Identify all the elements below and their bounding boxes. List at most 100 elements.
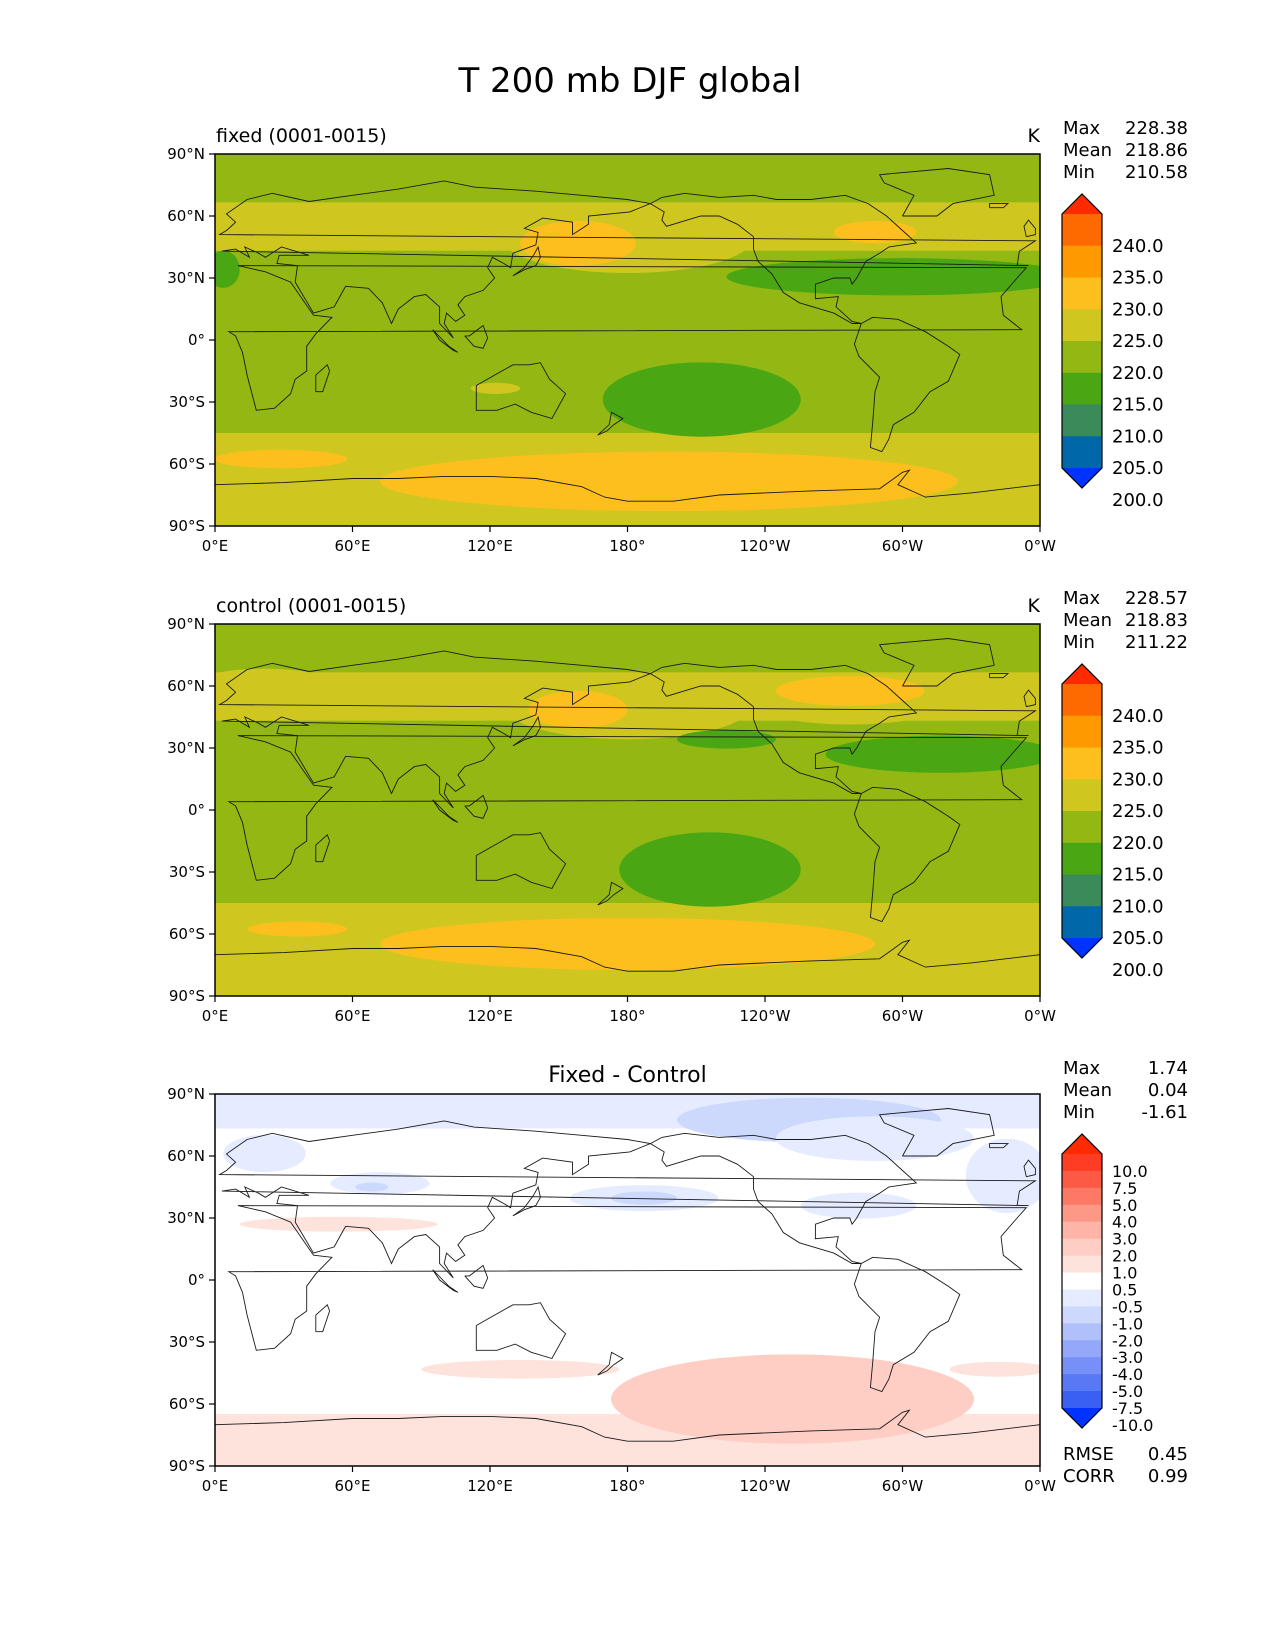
colorbar-label: 205.0 [1112,458,1164,479]
lat-tick-label: 30°N [167,269,205,287]
colorbar-segment [1062,1272,1102,1290]
coastline [464,324,489,349]
contour-region [776,1116,974,1161]
colorbar-label: 200.0 [1112,960,1164,981]
stat-label: RMSE [1063,1444,1114,1465]
lat-tick-label: 60°N [167,1147,205,1165]
contour-region [825,735,1040,773]
lat-tick-label: 30°S [169,1333,205,1351]
coastline [315,834,331,863]
coastline [217,1120,1037,1279]
lat-tick-label: 0° [188,331,205,349]
colorbar-label: 3.0 [1112,1230,1137,1249]
colorbar-label: 215.0 [1112,395,1164,416]
colorbar-segment [1062,1187,1102,1206]
colorbar-extend-bottom [1062,938,1102,958]
colorbar-segment [1062,1306,1102,1324]
contour-region [355,1182,389,1192]
panel-title: control (0001-0015) [216,595,406,617]
lat-tick-label: 90°N [167,145,205,163]
lat-tick-label: 30°S [169,863,205,881]
stat-value: 1.74 [1148,1058,1188,1079]
contour-region [215,624,1040,674]
coastline [597,881,624,906]
map-field [215,1094,1040,1466]
coastline [432,1269,459,1293]
colorbar-segment [1062,842,1102,875]
colorbar-segment [1062,404,1102,437]
colorbar-label: 10.0 [1112,1162,1148,1181]
lat-tick-label: 30°N [167,1209,205,1227]
coastline [475,362,567,420]
colorbar-segment [1062,1154,1102,1172]
colorbar-segment [1062,1238,1102,1257]
colorbar-segment [1062,1323,1102,1341]
colorbar-outline [1061,1133,1103,1429]
panel-control: 90°N 60°N 30°N 0° 30°S 60°S 90°S 0°E 60°E 120°E 18… [167,588,1188,1025]
lat-tick-label: 30°N [167,739,205,757]
lon-tick-label: 120°E [467,1477,513,1495]
coastline [650,192,918,324]
coastline [1023,1159,1036,1178]
stat-label: Max [1063,588,1101,609]
lon-tick-label: 60°E [334,537,370,555]
stat-label: Min [1063,1102,1095,1123]
contour-region [215,668,339,706]
colorbar-segment [1062,214,1102,247]
coastline [650,662,918,794]
coastline [217,650,1037,809]
coastline [315,364,331,393]
stat-value: 0.99 [1148,1466,1188,1487]
lat-tick-label: 90°S [169,1457,205,1475]
colorbar-segment [1062,1289,1102,1307]
units-label: K [1028,125,1041,147]
stat-value: -1.61 [1141,1102,1188,1123]
lon-tick-label: 0°E [202,537,229,555]
contour-region [215,250,240,288]
contour-region [833,220,917,244]
contour-region [677,730,776,749]
colorbar-label: 220.0 [1112,363,1164,384]
coastline [597,1351,624,1376]
contour-region [800,1192,917,1219]
panel-title: fixed (0001-0015) [216,125,387,147]
colorbar-segment [1062,1391,1102,1409]
units-label: K [1028,595,1041,617]
lat-tick-label: 0° [188,801,205,819]
colorbar-extend-top [1062,664,1102,684]
coastline [227,1205,1028,1351]
contour-region [239,1216,438,1232]
contour-region [421,1359,620,1379]
colorbar-segment [1062,684,1102,717]
stat-value: 0.45 [1148,1444,1188,1465]
stat-label: Mean [1063,140,1112,161]
colorbar-label: 2.0 [1112,1247,1137,1266]
contour-region [248,921,347,937]
colorbar-segment [1062,1357,1102,1375]
lat-tick-label: 60°S [169,1395,205,1413]
lon-tick-label: 0°E [202,1477,229,1495]
contour-region [223,1134,306,1173]
colorbar-label: -3.0 [1112,1348,1143,1367]
colorbar-label: 5.0 [1112,1196,1137,1215]
colorbar-segment [1062,747,1102,780]
coastline [215,469,1040,502]
colorbar-outline [1061,193,1103,489]
stat-label: Max [1063,118,1101,139]
colorbar-segment [1062,779,1102,812]
figure-title: T 200 mb DJF global [457,61,801,101]
lon-tick-label: 120°W [740,1477,791,1495]
colorbar-segment [1062,372,1102,405]
lon-tick-label: 180° [609,537,645,555]
lat-tick-label: 30°S [169,393,205,411]
lon-tick-label: 60°W [882,537,924,555]
colorbar-outline [1061,663,1103,959]
colorbar-label: 205.0 [1112,928,1164,949]
coastline [315,1304,331,1333]
coastline [853,1256,961,1393]
colorbar-segment [1062,906,1102,939]
stat-value: 211.22 [1125,632,1188,653]
contour-region [611,1191,677,1205]
lon-tick-label: 120°E [467,537,513,555]
lat-tick-label: 60°S [169,925,205,943]
